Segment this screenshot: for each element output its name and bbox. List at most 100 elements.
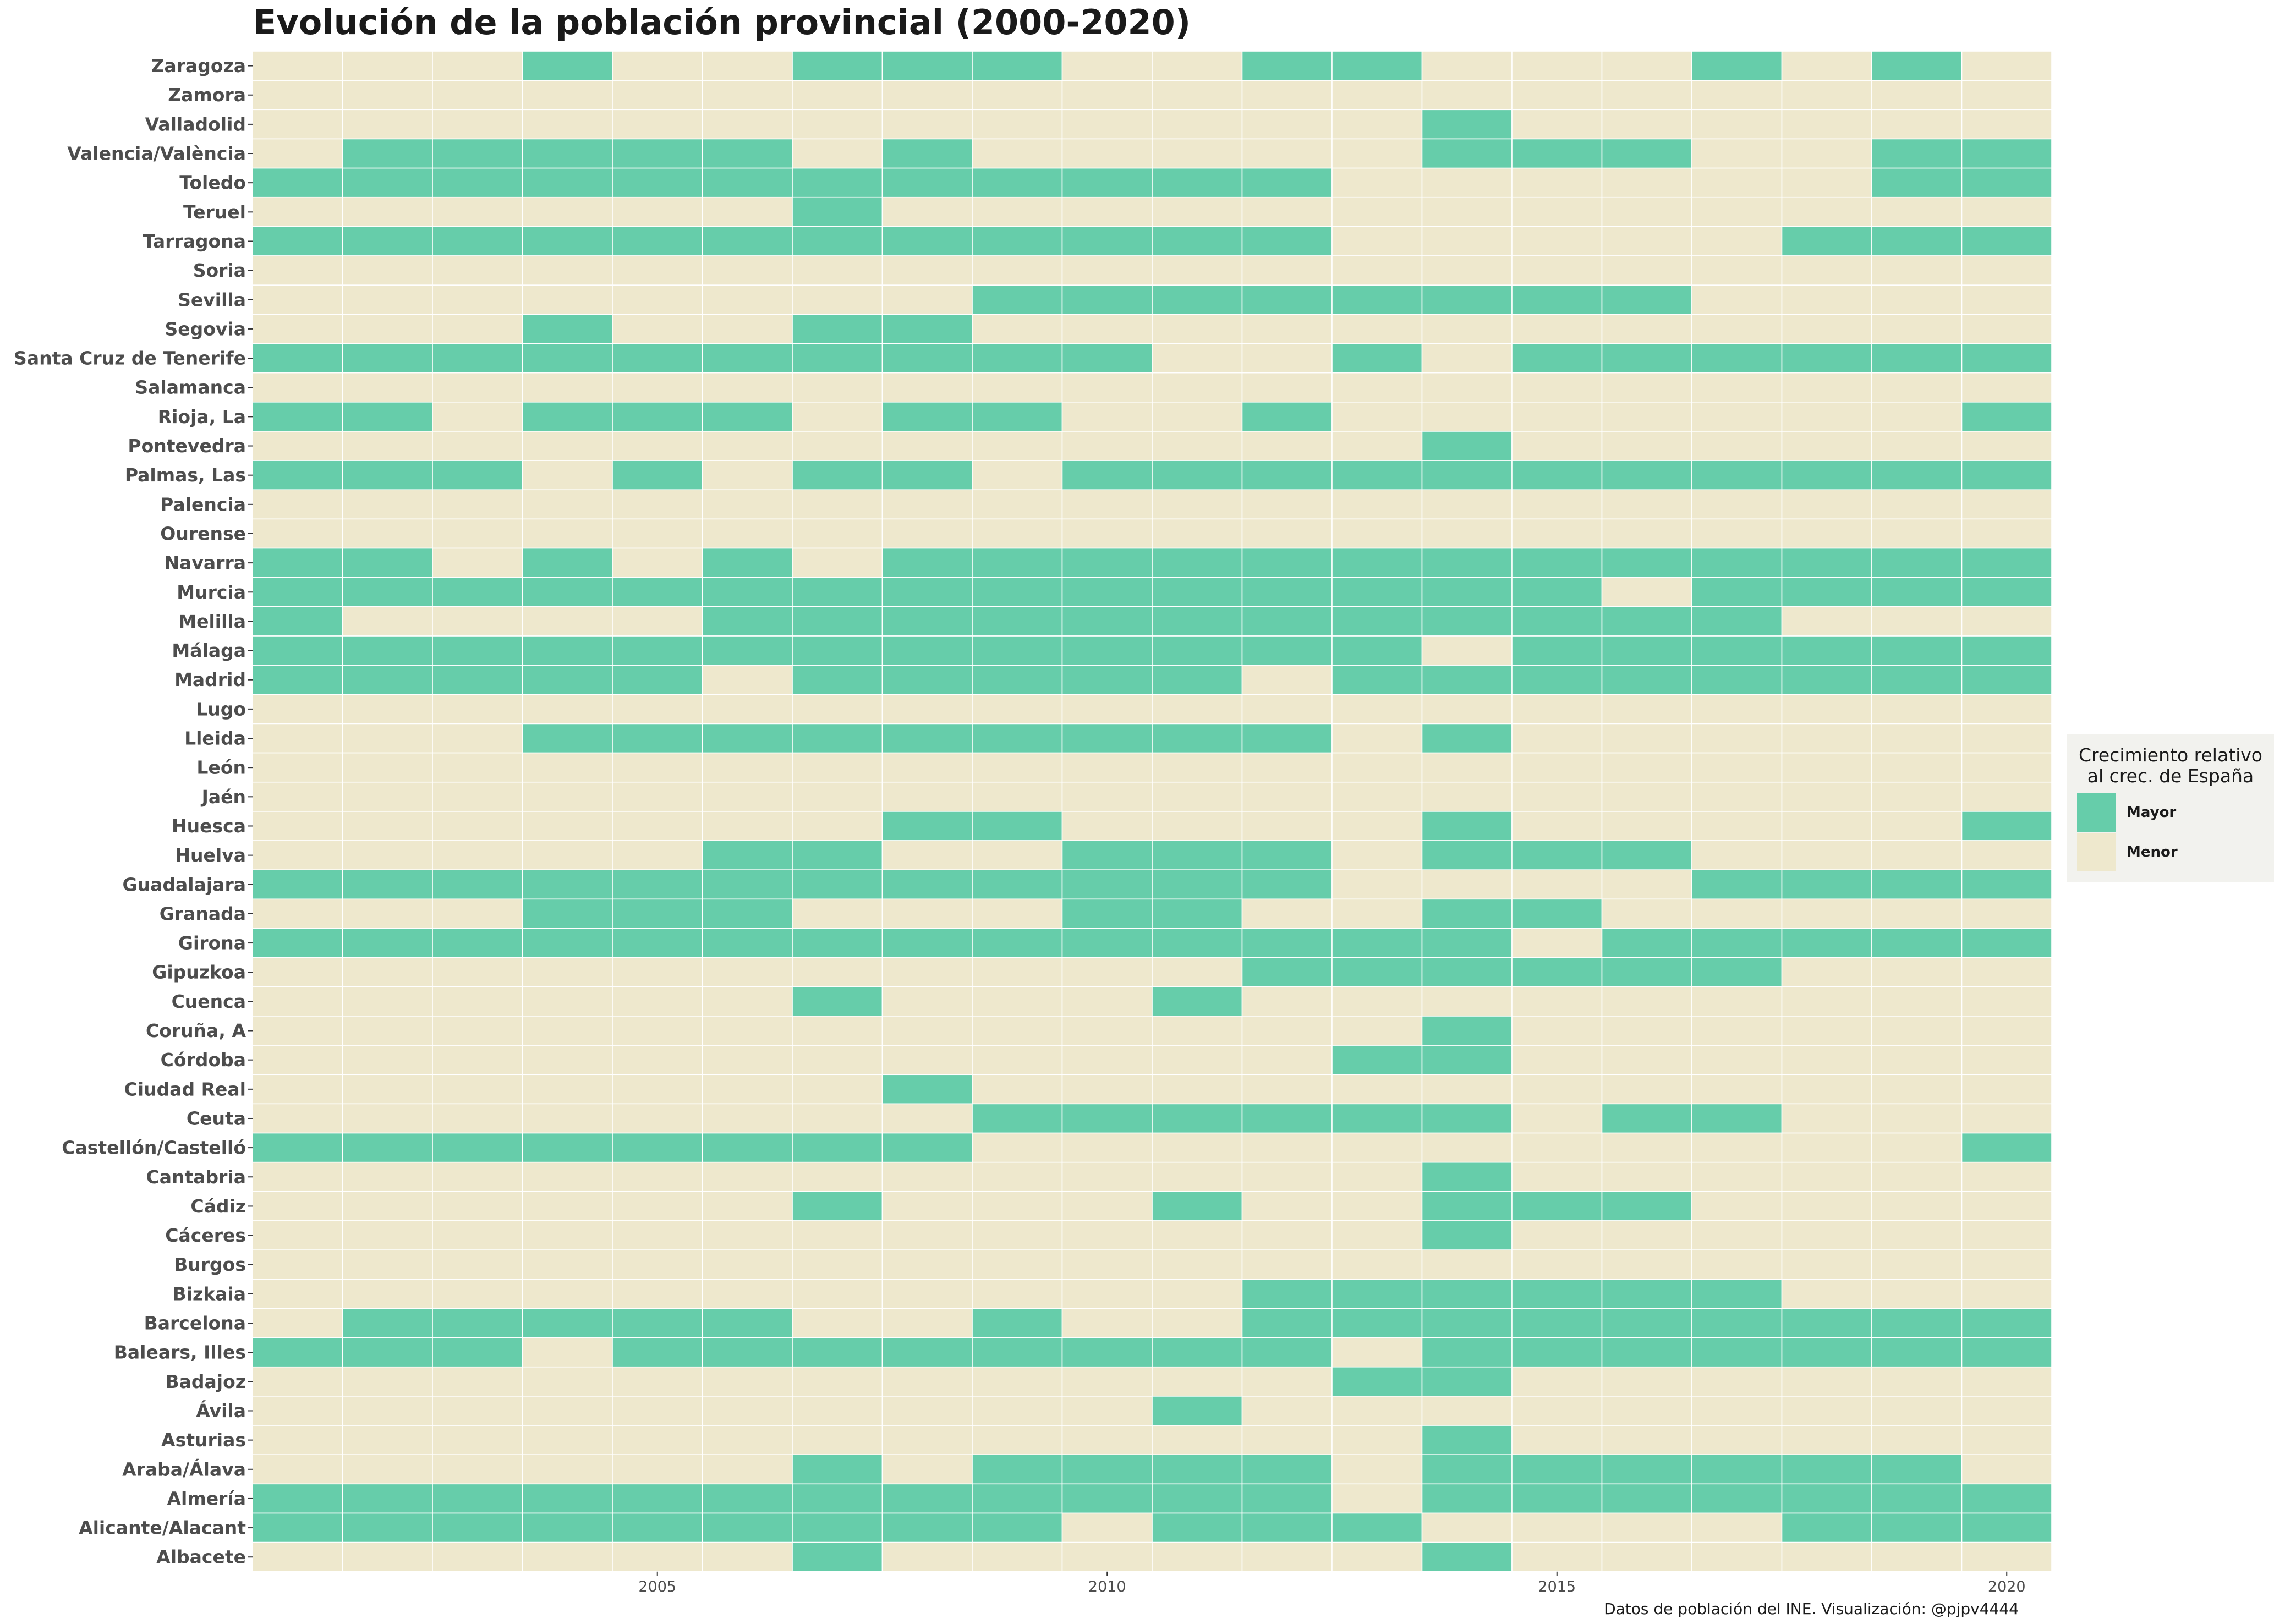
heatmap-cell — [252, 986, 343, 1017]
heatmap-cell — [612, 1074, 703, 1105]
heatmap-cell — [1871, 1512, 1963, 1543]
heatmap-cell — [1871, 781, 1963, 812]
heatmap-cell — [1511, 401, 1603, 432]
heatmap-cell — [1331, 80, 1423, 111]
heatmap-cell — [881, 314, 973, 344]
heatmap-cells — [252, 51, 2052, 1572]
heatmap-cell — [792, 518, 883, 549]
province-label: Araba/Álava — [122, 1458, 246, 1480]
heatmap-cell — [1331, 1279, 1423, 1309]
heatmap-cell — [972, 723, 1063, 754]
heatmap-cell — [1421, 1454, 1513, 1485]
heatmap-cell — [1061, 196, 1153, 227]
heatmap-cell — [1331, 1132, 1423, 1163]
heatmap-cell — [1961, 898, 2052, 929]
heatmap-cell — [792, 577, 883, 607]
heatmap-cell — [1961, 80, 2052, 111]
heatmap-cell — [881, 957, 973, 987]
province-label: Navarra — [165, 552, 246, 574]
heatmap-cell — [342, 1308, 433, 1338]
heatmap-cell — [1961, 343, 2052, 374]
heatmap-cell — [881, 1103, 973, 1134]
heatmap-cell — [1061, 1016, 1153, 1046]
heatmap-cell — [342, 694, 433, 725]
heatmap-cell — [342, 1045, 433, 1076]
heatmap-cell — [1781, 196, 1872, 227]
heatmap-cell — [432, 1483, 523, 1514]
heatmap-cell — [702, 460, 793, 491]
heatmap-cell — [1152, 431, 1243, 461]
heatmap-cell — [1241, 372, 1333, 403]
year-tick-label: 2015 — [1538, 1578, 1576, 1595]
heatmap-cell — [432, 1074, 523, 1105]
heatmap-cell — [972, 606, 1063, 637]
heatmap-cell — [792, 196, 883, 227]
heatmap-cell — [1691, 547, 1783, 578]
heatmap-cell — [342, 1074, 433, 1105]
heatmap-cell — [1601, 1045, 1692, 1076]
heatmap-cell — [1061, 752, 1153, 783]
heatmap-cell — [1241, 1425, 1333, 1456]
heatmap-cell — [252, 1220, 343, 1250]
heatmap-cell — [1871, 489, 1963, 520]
heatmap-cell — [1691, 665, 1783, 695]
heatmap-cell — [1421, 255, 1513, 286]
heatmap-cell — [342, 781, 433, 812]
heatmap-cell — [1781, 431, 1872, 461]
heatmap-cell — [1511, 196, 1603, 227]
heatmap-cell — [1601, 723, 1692, 754]
heatmap-cell — [1781, 986, 1872, 1017]
heatmap-cell — [1511, 723, 1603, 754]
heatmap-cell — [612, 752, 703, 783]
heatmap-cell — [1691, 372, 1783, 403]
legend-label-mayor: Mayor — [2127, 804, 2177, 821]
heatmap-cell — [252, 1045, 343, 1076]
heatmap-cell — [1961, 781, 2052, 812]
heatmap-cell — [522, 1454, 613, 1485]
heatmap-cell — [1061, 928, 1153, 958]
heatmap-cell — [1421, 1541, 1513, 1572]
heatmap-cell — [1331, 401, 1423, 432]
heatmap-cell — [522, 1249, 613, 1280]
heatmap-cell — [1871, 1249, 1963, 1280]
heatmap-cell — [1871, 1191, 1963, 1221]
heatmap-cell — [972, 1454, 1063, 1485]
heatmap-cell — [1601, 577, 1692, 607]
heatmap-cell — [1152, 196, 1243, 227]
heatmap-cell — [432, 869, 523, 900]
heatmap-cell — [1331, 255, 1423, 286]
province-label: Burgos — [174, 1254, 246, 1275]
heatmap-cell — [881, 80, 973, 111]
heatmap-cell — [792, 51, 883, 81]
heatmap-cell — [612, 1249, 703, 1280]
heatmap-cell — [522, 518, 613, 549]
heatmap-cell — [1331, 781, 1423, 812]
heatmap-cell — [1781, 1016, 1872, 1046]
heatmap-cell — [342, 489, 433, 520]
heatmap-cell — [1421, 1512, 1513, 1543]
heatmap-cell — [702, 1161, 793, 1192]
province-axis-labels: Zaragoza Zamora Valladolid Valencia/Valènci… — [14, 55, 253, 1568]
heatmap-cell — [1961, 986, 2052, 1017]
heatmap-cell — [342, 1512, 433, 1543]
heatmap-cell — [972, 167, 1063, 198]
heatmap-cell — [792, 665, 883, 695]
heatmap-cell — [1691, 928, 1783, 958]
heatmap-cell — [702, 577, 793, 607]
heatmap-cell — [702, 255, 793, 286]
heatmap-cell — [1331, 928, 1423, 958]
heatmap-cell — [1331, 1103, 1423, 1134]
heatmap-cell — [1331, 1220, 1423, 1250]
heatmap-cell — [252, 811, 343, 841]
heatmap-cell — [1152, 343, 1243, 374]
heatmap-cell — [1331, 840, 1423, 871]
province-label: Coruña, A — [146, 1020, 246, 1041]
heatmap-cell — [1961, 1425, 2052, 1456]
heatmap-cell — [1421, 606, 1513, 637]
heatmap-cell — [1421, 986, 1513, 1017]
province-label: Teruel — [183, 201, 246, 223]
heatmap-cell — [252, 109, 343, 140]
heatmap-cell — [1871, 51, 1963, 81]
heatmap-cell — [1061, 1045, 1153, 1076]
heatmap-cell — [1871, 869, 1963, 900]
